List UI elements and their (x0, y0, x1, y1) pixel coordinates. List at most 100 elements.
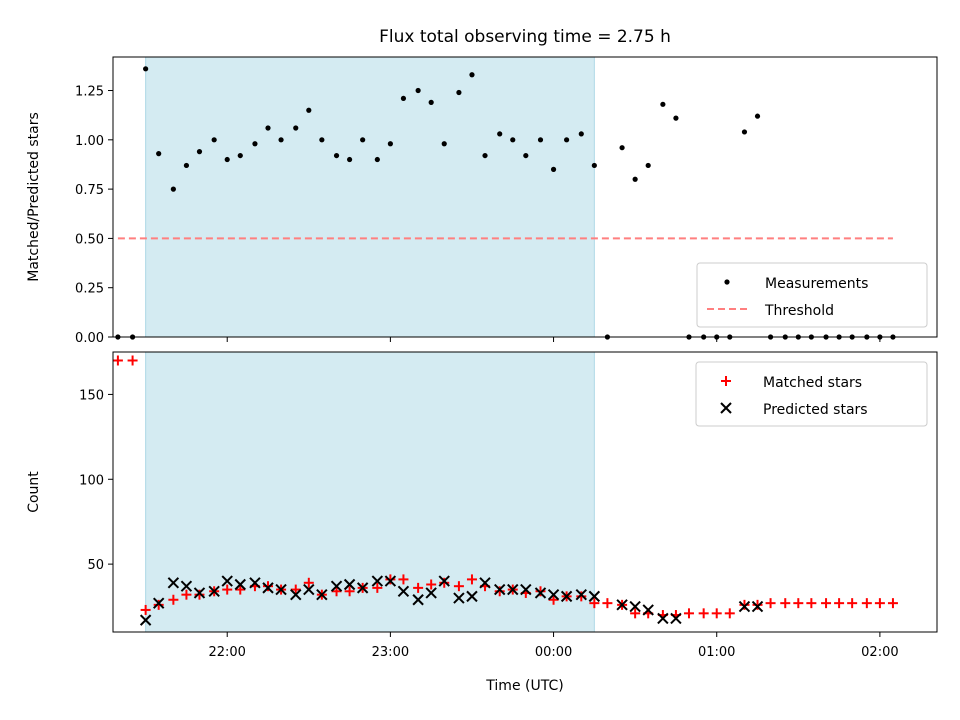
predicted-star-point (167, 577, 180, 589)
measurement-point (183, 162, 190, 169)
predicted-star-point-b (290, 588, 302, 601)
matched-star-point (739, 599, 750, 610)
predicted-star-point-b (343, 578, 356, 591)
measurement-point (143, 66, 149, 72)
predicted-star-point (616, 599, 628, 611)
predicted-star-point (180, 580, 193, 592)
measurement-point (211, 137, 217, 143)
predicted-star-point-b (738, 600, 751, 613)
predicted-star-point (534, 587, 547, 599)
measurement-point (645, 162, 651, 169)
predicted-star-point (588, 590, 601, 603)
measurement-point (564, 137, 570, 143)
measurement-point (156, 151, 162, 157)
panel-count-xticks: 22:00 23:00 00:00 01:00 02:00 (208, 632, 899, 660)
x-tick-label: 22:00 (208, 645, 245, 660)
matched-star-point (494, 586, 505, 597)
predicted-star-point (412, 594, 424, 606)
predicted-star-point (425, 587, 437, 599)
y-tick-label: 150 (79, 388, 104, 403)
predicted-star-point-b (507, 583, 519, 596)
predicted-star-point-b (479, 577, 491, 589)
measurements-points (115, 66, 896, 340)
measurement-point (469, 72, 475, 78)
predicted-star-point (738, 600, 751, 613)
matched-star-point (752, 599, 763, 610)
predicted-star-point-b (180, 580, 193, 592)
legend-matched-symbol (721, 376, 731, 386)
measurement-point (170, 186, 176, 192)
predicted-star-point (397, 585, 410, 597)
predicted-star-point (139, 614, 152, 626)
predicted-star-point-b (657, 612, 669, 625)
predicted-star-point (221, 575, 233, 587)
matched-star-point (398, 574, 409, 585)
predicted-star-point (479, 577, 491, 589)
matched-star-point (548, 594, 559, 605)
predicted-star-point-b (330, 580, 343, 592)
matched-star-point (793, 598, 804, 609)
matched-star-point (140, 604, 151, 615)
matched-star-point (834, 598, 845, 609)
predicted-star-point-b (466, 590, 478, 603)
legend-measurements-label: Measurements (765, 276, 868, 292)
panel-count: 22:00 23:00 00:00 01:00 02:00 50 100 150 Count… (26, 351, 938, 694)
matched-star-point (426, 579, 437, 590)
x-tick-label: 00:00 (535, 645, 572, 660)
matched-star-point (630, 608, 641, 619)
predicted-star-point (466, 590, 478, 603)
measurement-point (741, 129, 748, 135)
predicted-star-point-b (303, 583, 315, 596)
predicted-star-point (193, 587, 206, 599)
legend-matched-label: Matched stars (763, 375, 862, 391)
matched-star-point (887, 598, 898, 609)
predicted-star-point (629, 600, 641, 613)
matched-star-point (413, 582, 424, 593)
panel-ratio-frame (112, 56, 938, 338)
matched-star-point (874, 598, 885, 609)
predicted-star-point (438, 575, 450, 587)
predicted-star-point-b (438, 575, 450, 587)
y-tick-label: 0.00 (75, 331, 104, 346)
panel-ratio-xticks (226, 337, 881, 342)
matched-star-point (535, 586, 546, 597)
legend-count: Matched stars Predicted stars (695, 361, 928, 427)
panel-ratio-yticks: 0.00 0.25 0.50 0.75 1.00 1.25 (75, 85, 113, 346)
predicted-star-point-b (560, 590, 573, 603)
matched-star-point (683, 608, 694, 619)
measurement-point (523, 152, 529, 159)
measurement-point (387, 141, 393, 147)
legend-predicted-label: Predicted stars (763, 402, 868, 418)
measurement-point (306, 107, 312, 113)
measurement-point (319, 137, 325, 143)
predicted-star-point-b (384, 575, 397, 587)
predicted-star-point (751, 600, 764, 613)
measurement-point (360, 137, 366, 143)
predicted-star-point-b (221, 575, 233, 587)
matched-star-point (698, 608, 709, 619)
predicted-star-point-b (588, 590, 601, 603)
predicted-star-point (371, 575, 384, 587)
panel-count-frame (112, 351, 938, 633)
measurement-point (591, 162, 597, 169)
predicted-star-point-b (642, 604, 654, 616)
y-tick-label: 0.50 (75, 232, 104, 247)
predicted-star-point (262, 582, 274, 594)
predicted-star-point (575, 588, 588, 601)
matched-star-point (602, 598, 613, 609)
predicted-star-point-b (397, 585, 410, 597)
measurement-point (632, 176, 638, 182)
legend-predicted-symbol-b (720, 402, 732, 414)
matched-star-point (861, 598, 872, 609)
matched-star-point (847, 598, 858, 609)
predicted-star-point-b (575, 588, 588, 601)
matched-star-point (290, 584, 301, 595)
predicted-star-point-b (208, 585, 220, 597)
x-axis-label: Time (UTC) (485, 678, 563, 694)
predicted-star-point (453, 592, 465, 604)
measurement-point (673, 115, 679, 121)
predicted-star-point-b (751, 600, 764, 613)
matched-star-point (439, 577, 450, 588)
predicted-star-point-b (275, 583, 287, 596)
predicted-star-point (670, 612, 682, 625)
